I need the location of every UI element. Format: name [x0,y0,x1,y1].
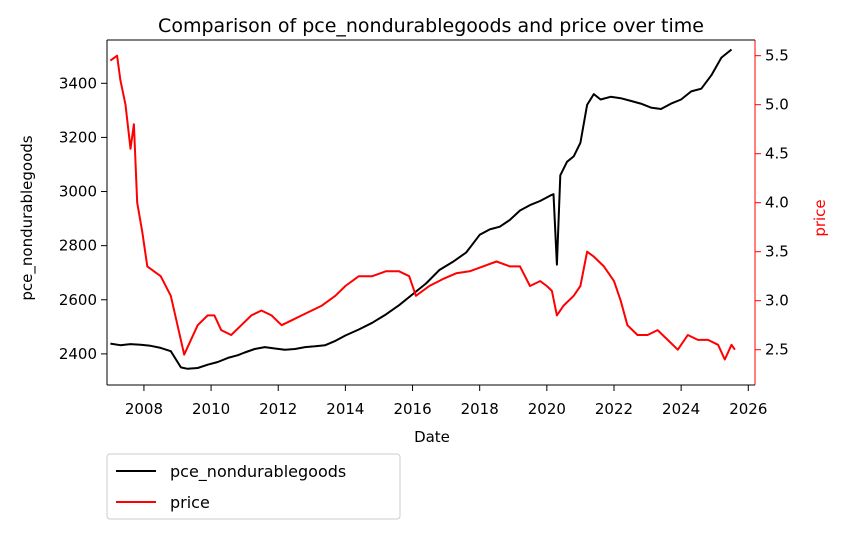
legend: pce_nondurablegoods price [106,453,401,520]
x-tick-label: 2022 [595,400,633,418]
left-y-tick-label: 3200 [59,128,97,146]
right-y-tick-label: 5.0 [765,96,789,114]
series-line-pce-nondurablegoods [110,48,733,370]
right-y-tick-label: 4.0 [765,194,789,212]
left-y-tick-label: 2800 [59,237,97,255]
x-tick-label: 2010 [192,400,230,418]
left-y-tick-label: 3400 [59,74,97,92]
x-tick-label: 2024 [662,400,700,418]
right-y-axis-label: price [811,199,829,236]
x-tick-label: 2026 [729,400,767,418]
legend-label-pce-nondurablegoods: pce_nondurablegoods [170,462,346,482]
right-y-axis-ticks: 2.5 3.0 3.5 4.0 4.5 5.0 5.5 [755,47,789,359]
right-y-tick-label: 3.5 [765,243,789,261]
right-y-tick-label: 2.5 [765,341,789,359]
series-line-price [109,54,736,361]
x-tick-label: 2016 [393,400,431,418]
right-y-tick-label: 5.5 [765,47,789,65]
x-tick-label: 2014 [326,400,364,418]
right-y-tick-label: 4.5 [765,145,789,163]
x-axis-ticks: 2008 2010 2012 2014 2016 2018 2020 2022 2024 2026 [125,385,767,418]
right-y-tick-label: 3.0 [765,292,789,310]
left-y-tick-label: 2600 [59,291,97,309]
left-y-tick-label: 3000 [59,183,97,201]
chart-title: Comparison of pce_nondurablegoods and pr… [158,15,704,37]
x-tick-label: 2008 [125,400,163,418]
x-tick-label: 2020 [528,400,566,418]
legend-box [106,453,401,520]
left-y-axis-label: pce_nondurablegoods [18,135,37,300]
x-tick-label: 2018 [461,400,499,418]
left-y-axis-ticks: 2400 2600 2800 3000 3200 3400 [59,74,107,363]
x-tick-label: 2012 [259,400,297,418]
series-layer [109,48,736,370]
plot-area: 2008 2010 2012 2014 2016 2018 2020 2022 2024 2026… [59,39,789,418]
legend-label-price: price [170,493,210,512]
x-axis-label: Date [414,428,450,446]
left-y-tick-label: 2400 [59,345,97,363]
